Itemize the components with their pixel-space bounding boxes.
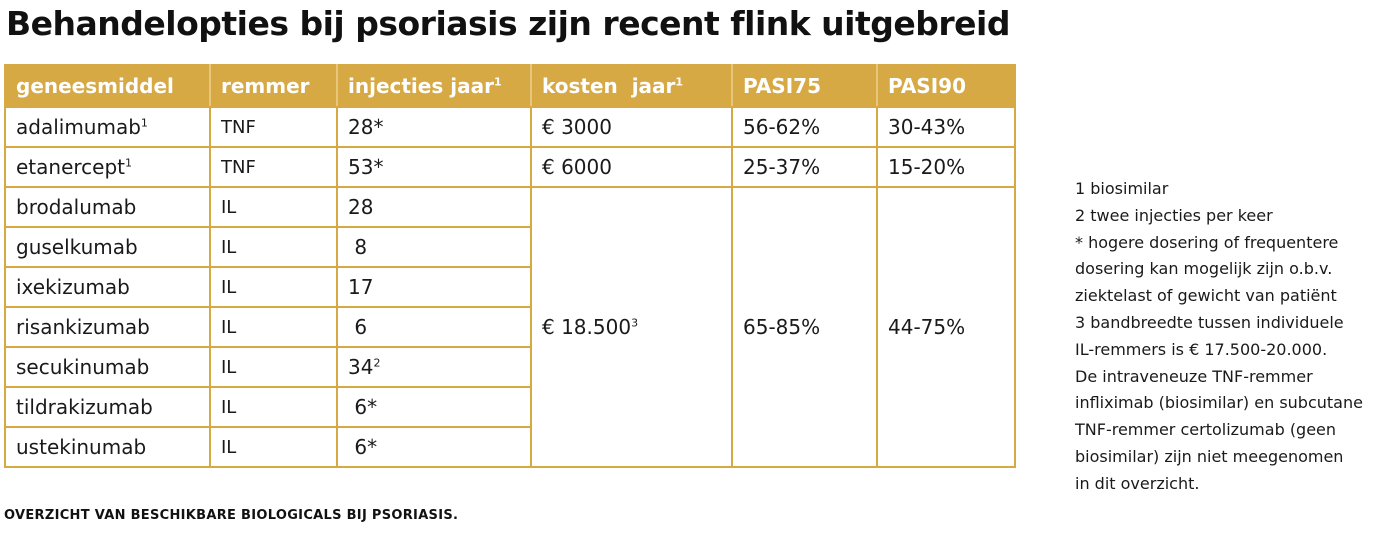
table-row: risankizumab IL 6 xyxy=(4,306,1015,348)
page-title: Behandelopties bij psoriasis zijn recent… xyxy=(6,4,1010,43)
table-header-row: geneesmiddel remmer injecties jaar1 kost… xyxy=(4,64,1016,108)
footnote-line: De intraveneuze TNF-remmer xyxy=(1075,366,1313,386)
cell-remmer: IL xyxy=(209,426,338,468)
cell-remmer: IL xyxy=(209,226,338,268)
biologicals-table: geneesmiddel remmer injecties jaar1 kost… xyxy=(4,64,1016,468)
cell-injections: 53* xyxy=(336,146,532,188)
cell-pasi90-merged: 44-75% xyxy=(876,186,1016,468)
table-row: ustekinumab IL 6* xyxy=(4,426,1015,468)
cell-pasi75: 56-62% xyxy=(731,106,878,148)
cell-pasi75-merged: 65-85% xyxy=(731,186,878,468)
cell-drug: etanercept1 xyxy=(4,146,211,188)
cell-injections: 28 xyxy=(336,186,532,228)
footnote-line: ziektelast of gewicht van patiënt xyxy=(1075,286,1337,306)
footnote-line: 1 biosimilar xyxy=(1075,179,1169,198)
cell-drug: guselkumab xyxy=(4,226,211,268)
footnote-line: in dit overzicht. xyxy=(1075,473,1200,493)
cell-kosten: € 3000 xyxy=(530,106,733,148)
cell-kosten-merged: € 18.5003 xyxy=(530,186,733,468)
table-row: etanercept1 TNF 53* € 6000 25-37% 15-20% xyxy=(4,146,1016,188)
cell-drug: risankizumab xyxy=(4,306,211,348)
footnotes: 1 biosimilar 2 twee injecties per keer *… xyxy=(1075,176,1380,498)
cell-remmer: IL xyxy=(209,306,338,348)
table-row: secukinumab IL 342 xyxy=(4,346,1015,388)
footnote-line: dosering kan mogelijk zijn o.b.v. xyxy=(1075,259,1333,279)
cell-injections: 6* xyxy=(336,426,532,468)
cell-remmer: IL xyxy=(209,346,338,388)
cell-kosten: € 6000 xyxy=(530,146,733,188)
header-injecties-jaar: injecties jaar1 xyxy=(336,64,532,108)
cell-injections: 342 xyxy=(336,346,532,388)
cell-remmer: TNF xyxy=(209,146,338,188)
header-pasi90: PASI90 xyxy=(876,64,1016,108)
biologicals-table-container: geneesmiddel remmer injecties jaar1 kost… xyxy=(4,64,1016,487)
cell-pasi90: 15-20% xyxy=(876,146,1016,188)
header-kosten-jaar: kosten jaar1 xyxy=(530,64,733,108)
cell-drug: adalimumab1 xyxy=(4,106,211,148)
footnote-line: * hogere dosering of frequentere xyxy=(1075,232,1339,252)
footnote-line: infliximab (biosimilar) en subcutane xyxy=(1075,393,1363,413)
cell-injections: 8 xyxy=(336,226,532,268)
cell-remmer: IL xyxy=(209,266,338,308)
table-row: ixekizumab IL 17 xyxy=(4,266,1015,308)
cell-drug: secukinumab xyxy=(4,346,211,388)
footnote-line: 3 bandbreedte tussen individuele xyxy=(1075,312,1344,332)
table-row: brodalumab IL 28 € 18.5003 65-85% 44-75% xyxy=(4,186,1016,468)
header-remmer: remmer xyxy=(209,64,338,108)
table-caption: OVERZICHT VAN BESCHIKBARE BIOLOGICALS BI… xyxy=(4,508,459,523)
cell-injections: 28* xyxy=(336,106,532,148)
footnote-line: 2 twee injecties per keer xyxy=(1075,205,1273,225)
table-row: adalimumab1 TNF 28* € 3000 56-62% 30-43% xyxy=(4,106,1016,148)
cell-remmer: IL xyxy=(209,386,338,428)
cell-injections: 6 xyxy=(336,306,532,348)
cell-drug: tildrakizumab xyxy=(4,386,211,428)
table-row: guselkumab IL 8 xyxy=(4,226,1015,268)
header-pasi75: PASI75 xyxy=(731,64,878,108)
cell-remmer: IL xyxy=(209,186,338,228)
cell-injections: 17 xyxy=(336,266,532,308)
cell-injections: 6* xyxy=(336,386,532,428)
footnote-line: biosimilar) zijn niet meegenomen xyxy=(1075,446,1344,466)
cell-pasi75: 25-37% xyxy=(731,146,878,188)
footnote-line: TNF-remmer certolizumab (geen xyxy=(1075,420,1337,440)
table-row: tildrakizumab IL 6* xyxy=(4,386,1015,428)
cell-remmer: TNF xyxy=(209,106,338,148)
header-geneesmiddel: geneesmiddel xyxy=(4,64,211,108)
cell-drug: ixekizumab xyxy=(4,266,211,308)
cell-pasi90: 30-43% xyxy=(876,106,1016,148)
footnote-line: IL-remmers is € 17.500-20.000. xyxy=(1075,339,1328,359)
cell-drug: ustekinumab xyxy=(4,426,211,468)
cell-drug: brodalumab xyxy=(4,186,211,228)
